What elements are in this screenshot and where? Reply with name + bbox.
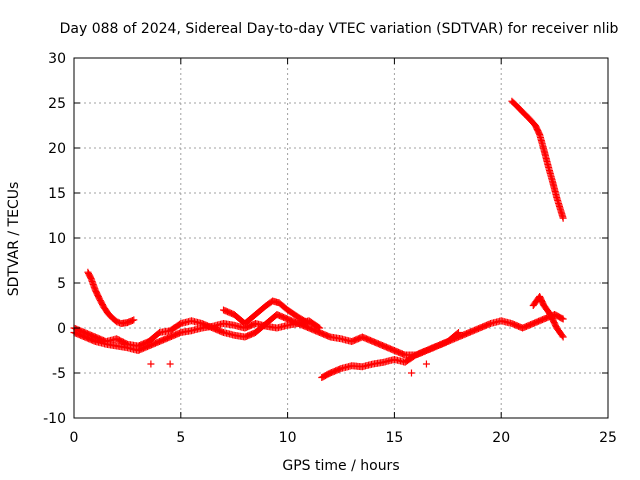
data-point <box>558 314 566 322</box>
data-point <box>453 330 461 337</box>
series-late-spread <box>529 293 567 341</box>
series-baseline-a <box>70 311 567 359</box>
series-upper-excursion <box>220 297 313 327</box>
x-axis-label: GPS time / hours <box>282 458 399 474</box>
data-point <box>304 319 312 327</box>
x-tick-label: 25 <box>599 430 617 446</box>
data-point <box>130 316 138 324</box>
data-point <box>454 329 462 336</box>
data-point <box>558 332 566 340</box>
data-markers <box>70 97 567 381</box>
series-lower-dips <box>147 360 430 377</box>
x-tick-label: 0 <box>70 430 79 446</box>
series-evening-decline <box>508 97 567 222</box>
data-point <box>422 360 430 368</box>
data-point <box>314 323 322 331</box>
data-point <box>305 320 313 327</box>
y-tick-label: 15 <box>48 186 66 202</box>
y-tick-label: 5 <box>57 276 66 292</box>
data-point <box>316 324 324 332</box>
axis-ticks: 0 5 10 15 20 25 -10 -5 0 5 10 15 20 25 30 <box>43 51 617 446</box>
y-axis-label: SDTVAR / TECUs <box>6 182 22 297</box>
y-tick-label: 0 <box>57 321 66 337</box>
chart-title: Day 088 of 2024, Sidereal Day-to-day VTE… <box>60 21 619 37</box>
y-tick-label: -10 <box>43 411 66 427</box>
x-tick-label: 15 <box>385 430 403 446</box>
y-tick-label: 10 <box>48 231 66 247</box>
data-point <box>407 369 415 377</box>
data-point <box>559 333 567 341</box>
series-baseline-b <box>70 311 324 350</box>
data-point <box>559 315 567 323</box>
series-lower-band <box>318 329 462 381</box>
y-tick-label: 20 <box>48 141 66 157</box>
y-tick-label: 30 <box>48 51 66 67</box>
y-tick-label: -5 <box>52 366 66 382</box>
x-tick-label: 20 <box>492 430 510 446</box>
data-point <box>559 214 567 222</box>
data-point <box>166 360 174 368</box>
data-point <box>147 360 155 368</box>
x-tick-label: 10 <box>279 430 297 446</box>
series-morning-decay <box>84 268 138 327</box>
y-tick-label: 25 <box>48 96 66 112</box>
x-tick-label: 5 <box>176 430 185 446</box>
